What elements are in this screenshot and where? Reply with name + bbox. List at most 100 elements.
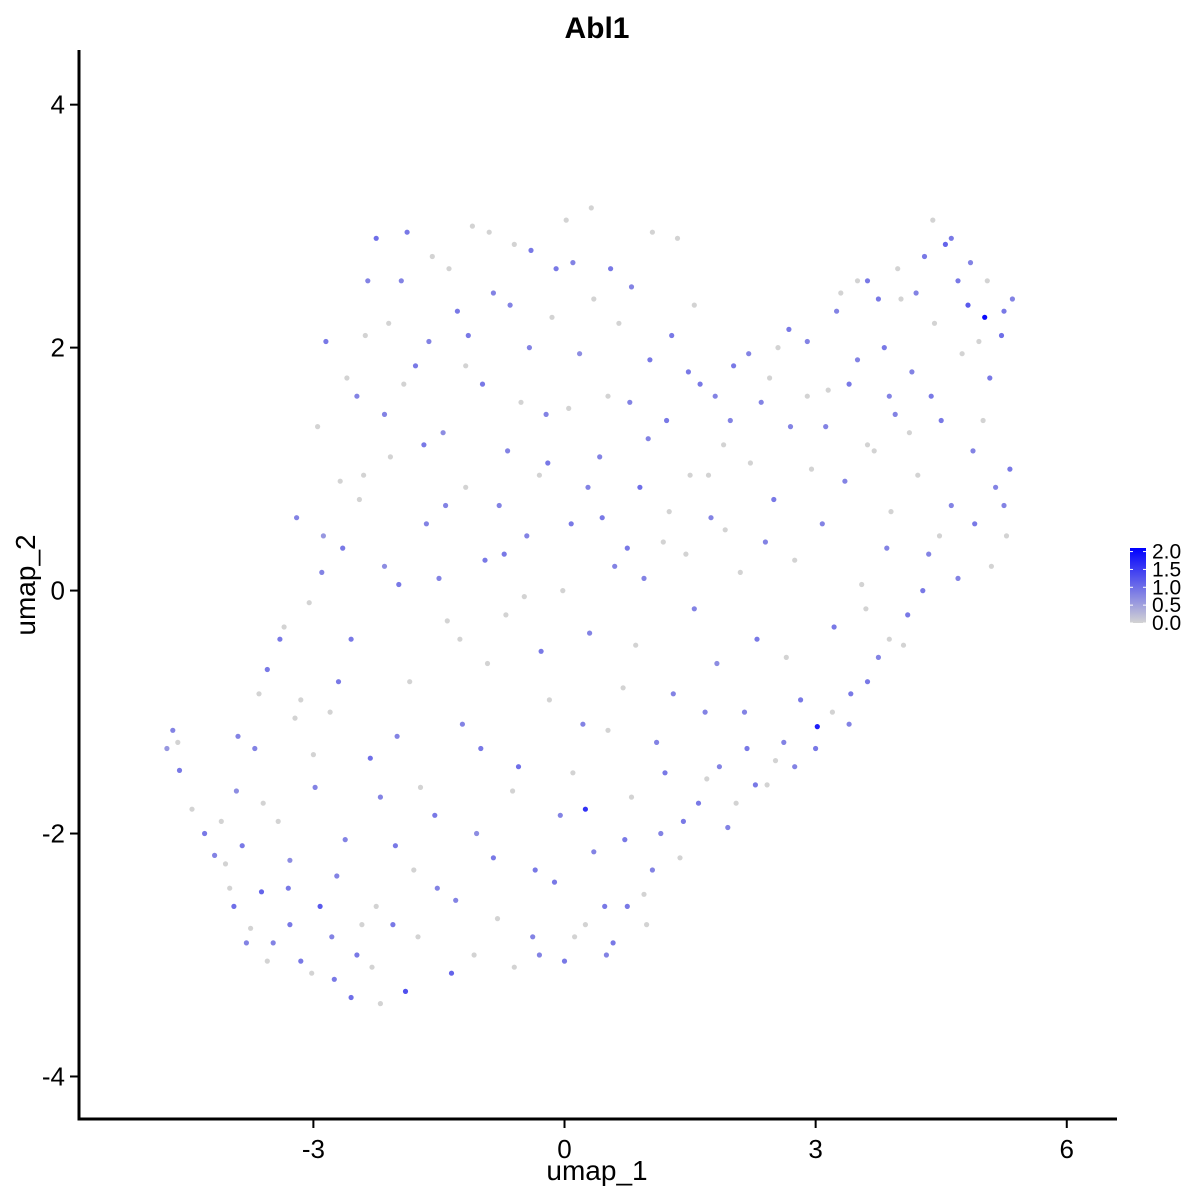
- data-point: [563, 217, 569, 223]
- data-point: [454, 308, 460, 314]
- data-point: [202, 830, 208, 837]
- data-point: [1003, 533, 1010, 539]
- data-point: [808, 466, 815, 472]
- data-point: [377, 1001, 383, 1007]
- data-point: [988, 563, 995, 569]
- data-point: [463, 484, 469, 490]
- data-point: [545, 460, 551, 466]
- data-point: [669, 332, 675, 339]
- data-point: [677, 855, 683, 861]
- data-point: [463, 363, 469, 369]
- data-point: [714, 660, 720, 667]
- data-point: [348, 636, 354, 642]
- data-point: [515, 764, 522, 770]
- color-legend-bar: [1130, 548, 1146, 623]
- data-point: [354, 952, 360, 958]
- data-point: [387, 454, 393, 460]
- data-point: [252, 745, 258, 752]
- data-point: [602, 903, 608, 910]
- data-point: [222, 861, 229, 867]
- data-point: [731, 363, 737, 369]
- data-point: [772, 758, 779, 764]
- data-point: [758, 399, 764, 405]
- data-point: [1001, 502, 1007, 509]
- data-point: [310, 752, 316, 758]
- data-point: [1007, 466, 1013, 472]
- data-point: [465, 332, 471, 339]
- data-point: [344, 375, 350, 381]
- data-point: [386, 320, 392, 326]
- legend-tick-label: 0.0: [1152, 612, 1181, 635]
- data-point: [948, 235, 954, 241]
- chart-title: Abl1: [564, 12, 629, 45]
- data-point: [691, 606, 697, 612]
- data-point: [526, 345, 533, 351]
- data-point: [585, 484, 591, 490]
- data-point: [704, 776, 710, 782]
- data-point: [898, 296, 904, 302]
- data-point: [654, 739, 660, 746]
- data-point: [429, 253, 435, 260]
- data-point: [895, 266, 901, 272]
- data-point: [256, 691, 262, 697]
- data-point: [628, 794, 635, 800]
- data-point: [501, 551, 507, 557]
- data-point: [457, 636, 463, 642]
- data-point: [854, 278, 861, 284]
- data-point: [913, 290, 919, 296]
- data-point: [440, 430, 446, 436]
- data-point: [327, 709, 333, 715]
- data-point: [319, 569, 325, 576]
- data-point: [741, 709, 748, 715]
- data-point: [708, 515, 714, 521]
- legend-ticks: 0.00.51.01.52.0: [1130, 541, 1181, 635]
- data-point: [622, 837, 628, 843]
- data-point: [309, 970, 315, 976]
- data-point: [426, 338, 432, 345]
- data-point: [320, 533, 326, 539]
- data-point: [306, 600, 312, 606]
- data-point: [814, 724, 820, 730]
- data-point: [394, 733, 400, 739]
- data-point: [434, 885, 440, 891]
- data-point: [494, 916, 501, 922]
- data-point: [644, 922, 650, 928]
- data-point: [798, 697, 804, 703]
- data-point: [967, 260, 974, 266]
- data-point: [561, 958, 568, 964]
- data-point: [264, 958, 270, 964]
- data-point: [490, 290, 496, 296]
- data-point: [432, 812, 438, 818]
- data-point: [754, 636, 760, 642]
- data-point: [854, 357, 861, 363]
- data-point: [984, 278, 990, 284]
- data-point: [528, 247, 534, 253]
- data-point: [396, 581, 402, 588]
- data-point: [674, 235, 681, 241]
- data-point: [551, 879, 558, 885]
- data-point: [612, 563, 618, 569]
- data-point: [536, 952, 543, 958]
- data-point: [921, 253, 928, 260]
- data-point: [587, 630, 593, 636]
- data-point: [864, 278, 871, 284]
- data-point: [490, 855, 496, 861]
- data-point: [712, 393, 718, 399]
- data-point: [390, 922, 396, 928]
- data-point: [233, 788, 239, 794]
- data-point: [1009, 296, 1016, 302]
- data-point: [608, 266, 614, 272]
- data-point: [664, 417, 670, 424]
- data-point: [591, 849, 597, 855]
- data-point: [530, 934, 536, 940]
- data-point: [348, 994, 354, 1001]
- data-point: [980, 417, 986, 424]
- data-point: [825, 387, 831, 393]
- data-point: [235, 733, 241, 739]
- data-point: [846, 381, 852, 387]
- data-point: [227, 885, 233, 891]
- data-point: [627, 399, 633, 405]
- y-ticks: -4 -2 0 2 4: [42, 90, 79, 1091]
- data-point: [478, 745, 484, 752]
- data-point: [687, 472, 693, 478]
